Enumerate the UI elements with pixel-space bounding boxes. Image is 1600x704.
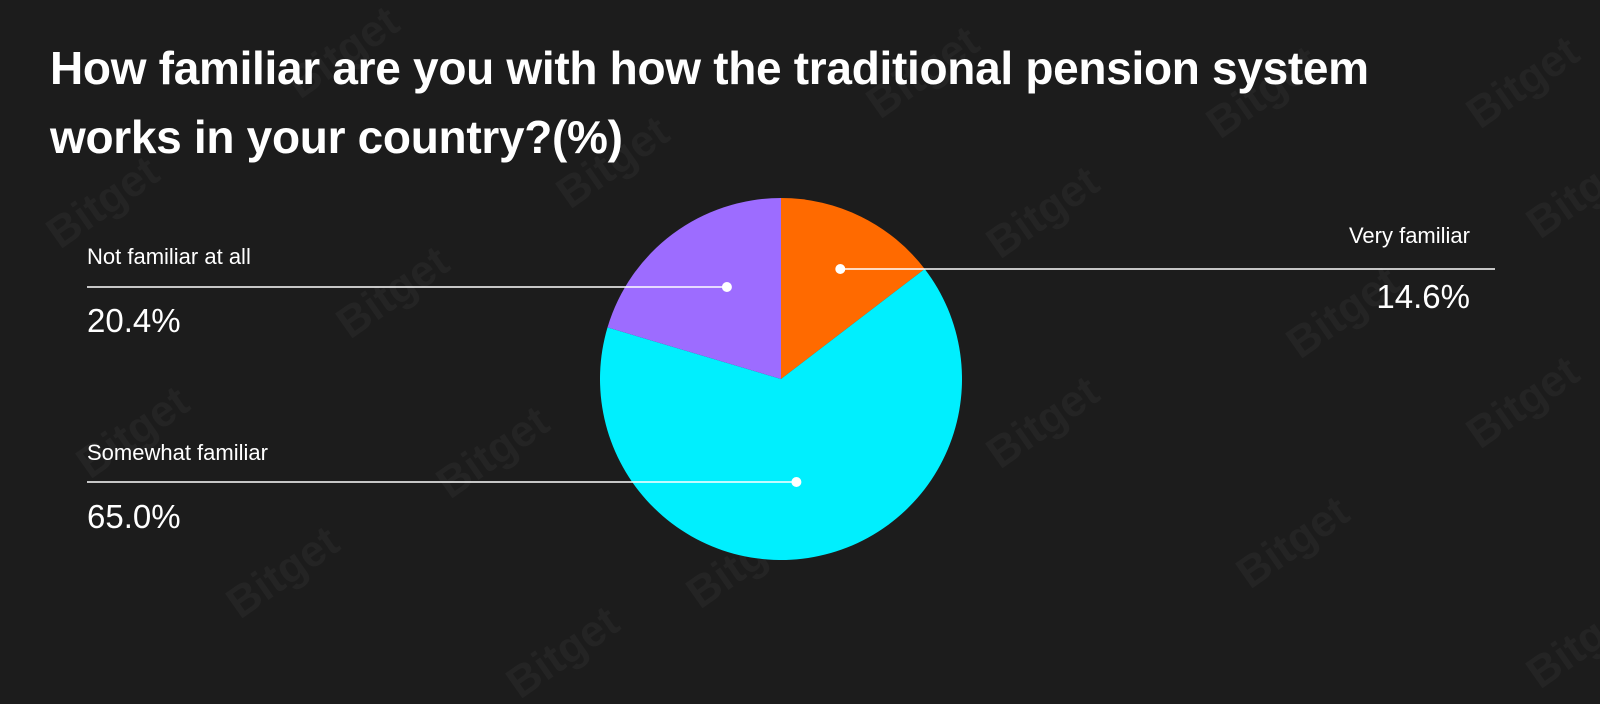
watermark-text: Bitget [1518,586,1600,698]
watermark-text: Bitget [1458,26,1588,138]
leader-dot [791,477,802,487]
chart-title-line-1: How familiar are you with how the tradit… [50,42,1369,94]
slice-value-not-familiar-at-all: 20.4% [87,302,181,339]
watermark-text: Bitget [428,396,558,508]
pie-slice-not-familiar-at-all [607,198,781,379]
watermark-text: Bitget [1518,136,1600,248]
slice-label-somewhat-familiar: Somewhat familiar [87,440,268,465]
pie-chart [600,197,963,561]
watermark-text: Bitget [1228,486,1358,598]
watermark-text: Bitget [328,236,458,348]
watermark-text: Bitget [68,376,198,488]
watermark-text: Bitget [978,156,1108,268]
leader-dot [721,282,732,292]
slice-label-not-familiar-at-all: Not familiar at all [87,244,251,269]
leader-dot [835,264,846,274]
watermark-text: Bitget [978,366,1108,478]
pie-slice-very-familiar [781,197,925,379]
watermark-text: Bitget [498,596,628,704]
pie-slice-somewhat-familiar [600,268,963,561]
slice-value-somewhat-familiar: 65.0% [87,498,181,535]
slice-value-very-familiar: 14.6% [1376,278,1470,315]
watermark-text: Bitget [218,516,348,628]
watermark-text: Bitget [1458,346,1588,458]
leader-lines [87,264,1495,487]
watermark-text: Bitget [38,146,168,258]
chart-title-line-2: works in your country?(%) [50,111,623,163]
slice-label-very-familiar: Very familiar [1348,223,1470,248]
